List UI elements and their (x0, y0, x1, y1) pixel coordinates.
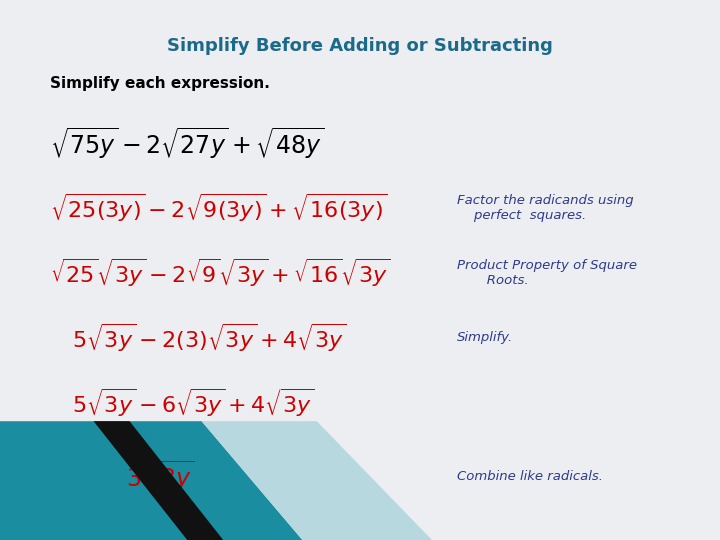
Text: Simplify Before Adding or Subtracting: Simplify Before Adding or Subtracting (167, 37, 553, 55)
Text: $5\sqrt{3y} - 6\sqrt{3y} + 4\sqrt{3y}$: $5\sqrt{3y} - 6\sqrt{3y} + 4\sqrt{3y}$ (72, 386, 315, 418)
Text: $3\sqrt{3y}$: $3\sqrt{3y}$ (126, 458, 194, 494)
Text: $\sqrt{75y} - 2\sqrt{27y} + \sqrt{48y}$: $\sqrt{75y} - 2\sqrt{27y} + \sqrt{48y}$ (50, 125, 325, 161)
Polygon shape (202, 421, 432, 540)
Text: $\sqrt{25(3y)} - 2\sqrt{9(3y)} + \sqrt{16(3y)}$: $\sqrt{25(3y)} - 2\sqrt{9(3y)} + \sqrt{1… (50, 192, 388, 224)
Polygon shape (0, 421, 302, 540)
Text: Product Property of Square
       Roots.: Product Property of Square Roots. (457, 259, 637, 287)
Text: Simplify each expression.: Simplify each expression. (50, 76, 270, 91)
Text: Factor the radicands using
    perfect  squares.: Factor the radicands using perfect squar… (457, 194, 634, 222)
Text: $\sqrt{25}\sqrt{3y} - 2\sqrt{9}\sqrt{3y} + \sqrt{16}\sqrt{3y}$: $\sqrt{25}\sqrt{3y} - 2\sqrt{9}\sqrt{3y}… (50, 256, 391, 289)
Polygon shape (94, 421, 223, 540)
Text: Combine like radicals.: Combine like radicals. (457, 470, 603, 483)
Text: $5\sqrt{3y} - 2(3)\sqrt{3y} + 4\sqrt{3y}$: $5\sqrt{3y} - 2(3)\sqrt{3y} + 4\sqrt{3y}… (72, 321, 346, 354)
Text: Simplify.: Simplify. (457, 331, 513, 344)
